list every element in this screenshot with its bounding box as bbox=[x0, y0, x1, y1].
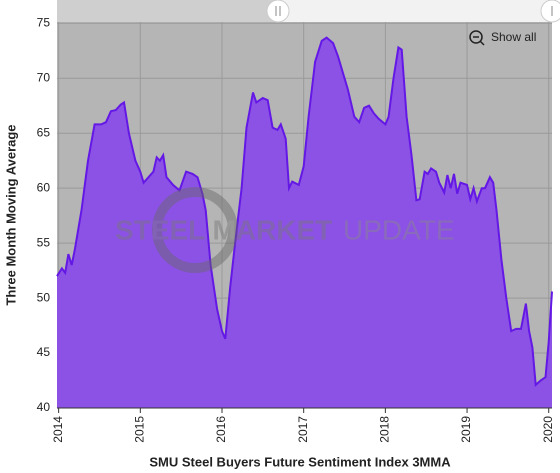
x-tick-label: 2018 bbox=[378, 416, 392, 443]
x-tick-label: 2015 bbox=[132, 416, 146, 443]
watermark-text: UPDATE bbox=[343, 214, 455, 245]
x-tick-label: 2016 bbox=[214, 416, 228, 443]
x-tick-label: 2014 bbox=[51, 416, 65, 443]
navigator-handle[interactable] bbox=[266, 0, 290, 23]
reset-zoom-label[interactable]: Show all bbox=[491, 30, 536, 44]
navigator-handle[interactable] bbox=[540, 0, 560, 23]
y-tick-label: 70 bbox=[37, 70, 51, 84]
watermark-logo bbox=[152, 187, 238, 273]
x-tick-label: 2020 bbox=[541, 416, 555, 443]
area bbox=[57, 37, 552, 408]
watermark: STEEL MARKET UPDATE bbox=[115, 187, 455, 273]
navigator-track bbox=[278, 0, 552, 22]
zoom-icon bbox=[469, 30, 483, 44]
y-tick-label: 75 bbox=[37, 15, 51, 29]
y-axis-title: Three Month Moving Average bbox=[3, 124, 18, 305]
y-tick-label: 55 bbox=[37, 235, 51, 249]
y-tick-label: 45 bbox=[37, 345, 51, 359]
x-tick-label: 2017 bbox=[296, 416, 310, 443]
y-tick-label: 50 bbox=[37, 290, 51, 304]
zoom-icon bbox=[479, 40, 485, 46]
y-tick-label: 40 bbox=[37, 400, 51, 414]
y-tick-label: 60 bbox=[37, 180, 51, 194]
navigator-range bbox=[57, 0, 278, 22]
series bbox=[56, 36, 553, 408]
x-axis-title: SMU Steel Buyers Future Sentiment Index … bbox=[149, 454, 451, 469]
reset-zoom-button[interactable]: Show all bbox=[469, 30, 536, 46]
watermark-text: STEEL MARKET bbox=[115, 214, 332, 245]
x-tick-label: 2019 bbox=[459, 416, 473, 443]
line bbox=[56, 36, 553, 387]
navigator[interactable] bbox=[57, 0, 560, 23]
y-tick-label: 65 bbox=[37, 125, 51, 139]
